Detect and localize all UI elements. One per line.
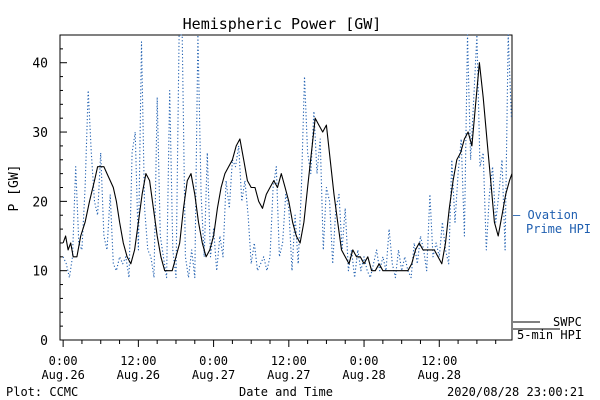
x-tick-date: Aug.27	[192, 368, 235, 382]
chart-svg: Hemispheric Power [GW] 010203040 0:00Aug…	[0, 0, 600, 400]
x-axis: 0:00Aug.2612:00Aug.260:00Aug.2712:00Aug.…	[41, 340, 495, 382]
ovation-prime-line	[63, 35, 511, 278]
y-tick-label: 30	[32, 126, 48, 141]
legend-swpc: SWPC 5-min HPI	[513, 315, 582, 342]
y-axis-label: P [GW]	[7, 165, 22, 212]
x-tick-time: 0:00	[49, 354, 78, 368]
y-axis: 0 10 20 30 40	[32, 49, 67, 349]
x-tick-date: Aug.26	[41, 368, 84, 382]
plot-frame	[60, 35, 512, 340]
x-tick-time: 0:00	[350, 354, 379, 368]
x-tick-date: Aug.27	[267, 368, 310, 382]
y-tick-label: 0	[40, 334, 48, 349]
x-tick-time: 12:00	[271, 354, 307, 368]
swpc-line	[63, 63, 512, 271]
y-tick-label: 20	[32, 195, 48, 210]
footer-right: 2020/08/28 23:00:21	[447, 385, 584, 399]
chart-title: Hemispheric Power [GW]	[183, 15, 382, 33]
x-tick-time: 12:00	[120, 354, 156, 368]
y-tick-label: 10	[32, 265, 48, 280]
x-tick-date: Aug.28	[342, 368, 385, 382]
x-tick-time: 0:00	[199, 354, 228, 368]
legend-swpc-line2: 5-min HPI	[517, 328, 582, 342]
legend-swpc-line1: SWPC	[553, 315, 582, 329]
legend-ovation-line2: Prime HPI	[526, 222, 591, 236]
footer-left: Plot: CCMC	[6, 385, 78, 399]
x-tick-time: 12:00	[421, 354, 457, 368]
x-axis-label: Date and Time	[239, 385, 333, 399]
x-tick-date: Aug.26	[117, 368, 160, 382]
y-tick-label: 40	[32, 57, 48, 72]
ovation-prime-series	[63, 35, 511, 278]
legend-ovation: — Ovation Prime HPI	[513, 208, 591, 236]
legend-ovation-line1: — Ovation	[513, 208, 578, 222]
swpc-series	[63, 63, 512, 271]
x-tick-date: Aug.28	[418, 368, 461, 382]
